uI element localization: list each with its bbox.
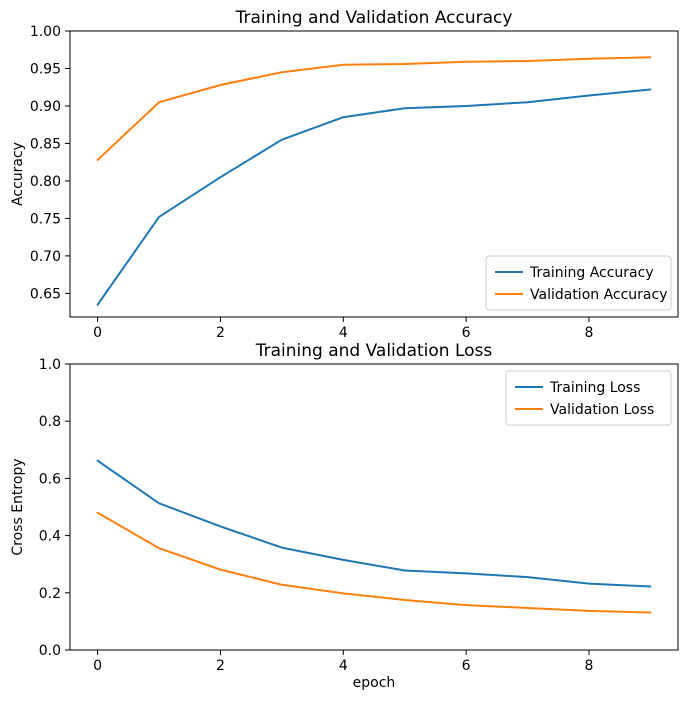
loss-chart: 0 2 4 6 8 0.0 0.2 0.4 0.6 0.8 1.0 Training Loss Vali… [39, 357, 679, 674]
training-accuracy-line [96, 88, 652, 306]
y-tick-label: 0.4 [39, 529, 61, 545]
legend-label: Validation Loss [550, 402, 654, 418]
x-tick-label: 0 [93, 325, 102, 341]
y-tick-label: 0.2 [39, 586, 61, 602]
legend-label: Training Accuracy [529, 265, 654, 281]
x-tick-label: 2 [216, 658, 225, 674]
x-axis-label: epoch [353, 675, 396, 691]
y-tick-label: 0.85 [30, 136, 61, 152]
y-tick-label: 0.70 [30, 249, 61, 265]
y-tick-label: 0.75 [30, 211, 61, 227]
accuracy-chart-title: Training and Validation Accuracy [235, 8, 513, 28]
validation-loss-line [96, 511, 652, 614]
legend-box [505, 370, 672, 426]
legend-box [485, 255, 672, 311]
x-tick-label: 4 [339, 325, 348, 341]
loss-chart-title: Training and Validation Loss [255, 341, 493, 361]
legend-label: Validation Accuracy [530, 287, 668, 303]
y-tick-label: 0.65 [30, 286, 61, 302]
y-tick-label: 0.0 [39, 643, 61, 659]
legend-label: Training Loss [549, 380, 640, 396]
validation-accuracy-line [96, 56, 652, 161]
x-tick-label: 6 [462, 325, 471, 341]
y-tick-label: 0.95 [30, 61, 61, 77]
loss-y-axis-label: Cross Entropy [10, 458, 26, 555]
y-tick-label: 1.0 [39, 357, 61, 373]
accuracy-y-axis-label: Accuracy [10, 142, 26, 206]
x-tick-label: 8 [584, 325, 593, 341]
x-tick-label: 2 [216, 325, 225, 341]
y-tick-label: 0.80 [30, 174, 61, 190]
y-tick-label: 1.00 [30, 24, 61, 40]
axes-frame [69, 30, 679, 318]
accuracy-chart: 0 2 4 6 8 0.65 0.70 0.75 0.80 0.85 0.90 0.95 1.00 Tra… [30, 24, 679, 341]
x-tick-label: 0 [93, 658, 102, 674]
x-tick-label: 6 [462, 658, 471, 674]
x-tick-label: 4 [339, 658, 348, 674]
training-loss-line [96, 459, 652, 588]
y-tick-label: 0.6 [39, 471, 61, 487]
y-tick-label: 0.8 [39, 414, 61, 430]
x-tick-label: 8 [584, 658, 593, 674]
legend: Training Accuracy Validation Accuracy [485, 255, 672, 311]
y-tick-label: 0.90 [30, 99, 61, 115]
legend: Training Loss Validation Loss [505, 370, 672, 426]
axes-frame [69, 363, 679, 651]
